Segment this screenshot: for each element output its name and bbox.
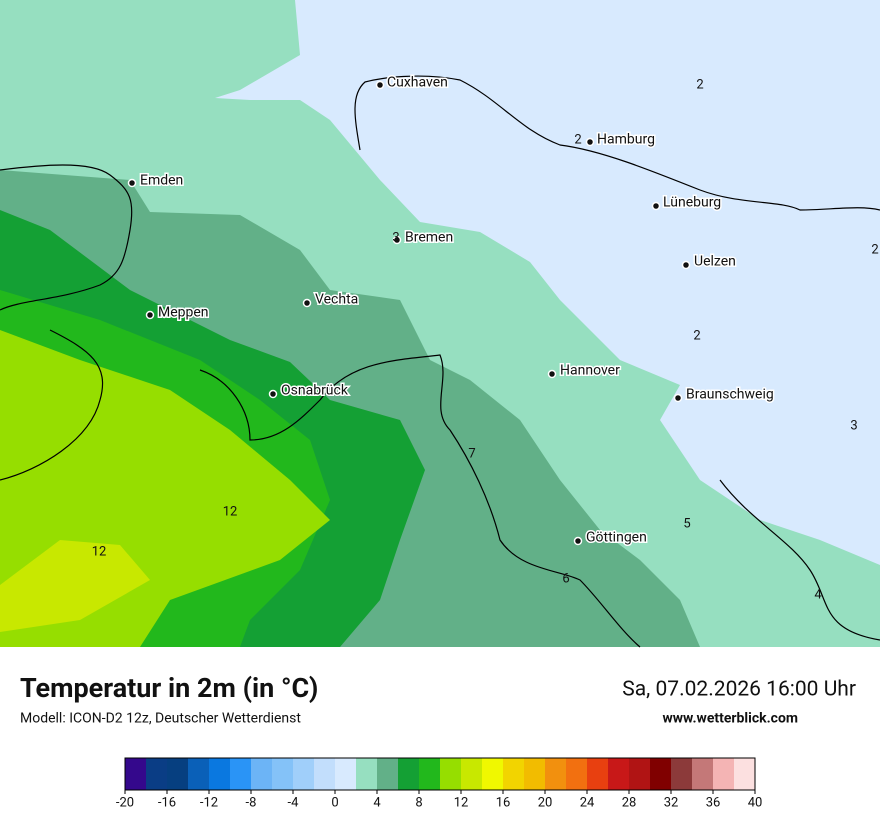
contour-label: 3 (850, 418, 857, 433)
colorbar-tick-label: -20 (116, 795, 134, 810)
city-label: Uelzen (694, 254, 736, 270)
city-label: Hamburg (597, 132, 655, 148)
city-label: Vechta (315, 292, 358, 308)
colorbar-bin (461, 758, 483, 790)
colorbar-bin (251, 758, 273, 790)
city-label: Hannover (560, 363, 620, 379)
colorbar-bin (272, 758, 294, 790)
colorbar-bin (713, 758, 735, 790)
contour-label: 2 (693, 328, 700, 343)
colorbar-bin (188, 758, 210, 790)
colorbar-bin (125, 758, 147, 790)
colorbar-bin (545, 758, 567, 790)
city-dot (375, 80, 385, 90)
colorbar-bin (503, 758, 525, 790)
colorbar-tick-label: 8 (415, 795, 422, 810)
contour-label: 4 (814, 587, 822, 602)
city-dots (127, 80, 691, 546)
contour-label: 5 (683, 516, 690, 531)
city-dot (127, 178, 137, 188)
colorbar-bin (440, 758, 462, 790)
colorbar-tick-label: 40 (748, 795, 763, 810)
colorbar-tick-label: 28 (622, 795, 637, 810)
city-labels: Cuxhaven Hamburg Emden Lüneburg Bremen U… (139, 73, 776, 547)
colorbar-bin (608, 758, 630, 790)
colorbar-tick-label: 20 (538, 795, 553, 810)
city-dot (673, 393, 683, 403)
city-dot (681, 260, 691, 270)
region-12-14 (0, 540, 150, 632)
colorbar-bin (650, 758, 672, 790)
website: www.wetterblick.com (662, 711, 798, 727)
contour-label: 2 (574, 132, 581, 147)
contour-label: 12 (223, 504, 238, 519)
contour-label: 2 (696, 77, 703, 92)
colorbar-bin (146, 758, 168, 790)
colorbar-tick-label: -16 (158, 795, 176, 810)
city-label: Braunschweig (686, 387, 774, 403)
city-label: Göttingen (586, 530, 647, 546)
colorbar-tick-label: 24 (580, 795, 595, 810)
colorbar-bin (482, 758, 504, 790)
city-dot (145, 310, 155, 320)
colorbar-tick-label: 12 (454, 795, 469, 810)
contour-label: 3 (392, 230, 399, 245)
colorbar-frame (124, 757, 756, 791)
borders (0, 75, 880, 648)
colorbar-tick-label: -4 (288, 795, 300, 810)
city-dot (547, 369, 557, 379)
model-info: Modell: ICON-D2 12z, Deutscher Wetterdie… (20, 711, 301, 727)
city-dot (651, 201, 661, 211)
colorbar-bin (419, 758, 441, 790)
contour-label: 12 (92, 544, 107, 559)
datetime: Sa, 07.02.2026 16:00 Uhr (622, 678, 856, 702)
colorbar-bin (692, 758, 714, 790)
colorbar-bin (524, 758, 546, 790)
colorbar-bin (671, 758, 693, 790)
city-label: Cuxhaven (387, 75, 448, 91)
city-dot (268, 389, 278, 399)
colorbar-bin (356, 758, 378, 790)
colorbar-bin (629, 758, 651, 790)
city-dot (302, 298, 312, 308)
city-label: Bremen (405, 230, 453, 246)
colorbar-bin (398, 758, 420, 790)
city-dot (585, 137, 595, 147)
colorbar-tick-label: 0 (331, 795, 338, 810)
city-label: Emden (140, 173, 183, 189)
colorbar-bin (566, 758, 588, 790)
contour-label: 2 (871, 242, 878, 257)
colorbar-bin (335, 758, 357, 790)
city-label: Osnabrück (281, 383, 349, 399)
colorbar-bin (209, 758, 231, 790)
colorbar-tick-label: 36 (706, 795, 721, 810)
title: Temperatur in 2m (in °C) (20, 672, 318, 704)
contour-labels: 2 2 3 2 2 3 7 12 5 12 6 4 (92, 77, 879, 602)
map (0, 0, 880, 648)
colorbar-bin (587, 758, 609, 790)
region-cold (215, 0, 880, 565)
city-dot (573, 536, 583, 546)
colorbar: -20 -16 -12 -8 -4 0 4 8 12 16 20 24 28 32 36 40 (116, 757, 763, 810)
colorbar-tick-label: -12 (200, 795, 218, 810)
colorbar-tick-label: 32 (664, 795, 679, 810)
colorbar-bin (167, 758, 189, 790)
colorbar-bin (734, 758, 756, 790)
colorbar-tick-label: 4 (373, 795, 381, 810)
colorbar-bin (230, 758, 252, 790)
contour-label: 7 (468, 446, 475, 461)
city-dot (392, 235, 402, 245)
city-label: Meppen (158, 305, 209, 321)
contour-label: 6 (562, 571, 569, 586)
colorbar-bin (314, 758, 336, 790)
colorbar-tick-label: 16 (496, 795, 511, 810)
colorbar-bin (293, 758, 315, 790)
colorbar-tick-label: -8 (246, 795, 257, 810)
city-label: Lüneburg (663, 195, 721, 211)
colorbar-bin (377, 758, 399, 790)
